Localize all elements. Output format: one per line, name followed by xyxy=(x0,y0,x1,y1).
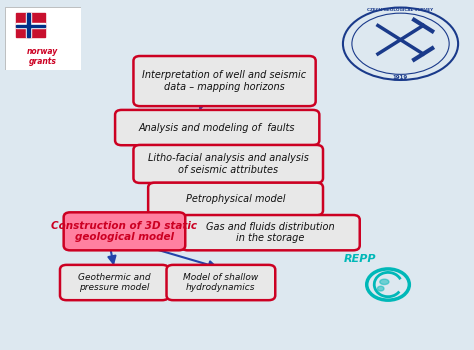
FancyBboxPatch shape xyxy=(134,56,316,106)
Text: Construction of 3D static
geological model: Construction of 3D static geological mod… xyxy=(52,220,198,242)
Text: REPP: REPP xyxy=(344,254,377,264)
Text: Analysis and modeling of  faults: Analysis and modeling of faults xyxy=(139,122,295,133)
Text: Petrophysical model: Petrophysical model xyxy=(186,194,285,204)
Bar xyxy=(16,13,45,37)
Ellipse shape xyxy=(377,286,384,291)
FancyBboxPatch shape xyxy=(166,265,275,300)
FancyBboxPatch shape xyxy=(181,215,360,250)
Text: Litho-facial analysis and analysis
of seismic attributes: Litho-facial analysis and analysis of se… xyxy=(148,153,309,175)
Bar xyxy=(27,13,30,37)
Text: 1919: 1919 xyxy=(393,75,408,80)
Ellipse shape xyxy=(380,279,389,285)
Text: Interpretation of well and seismic
data – mapping horizons: Interpretation of well and seismic data … xyxy=(143,70,307,92)
Bar xyxy=(26,13,31,37)
Text: CZECH GEOLOGICAL SURVEY: CZECH GEOLOGICAL SURVEY xyxy=(367,8,434,12)
Text: norway: norway xyxy=(27,47,58,56)
FancyBboxPatch shape xyxy=(5,7,81,70)
Text: Model of shallow
hydrodynamics: Model of shallow hydrodynamics xyxy=(183,273,258,292)
Bar xyxy=(16,25,45,27)
Bar xyxy=(16,23,45,28)
FancyBboxPatch shape xyxy=(134,145,323,183)
Text: Gas and fluids distribution
in the storage: Gas and fluids distribution in the stora… xyxy=(206,222,335,244)
FancyBboxPatch shape xyxy=(64,212,185,250)
Text: grants: grants xyxy=(29,57,56,66)
FancyBboxPatch shape xyxy=(115,110,319,145)
Text: Geothermic and
pressure model: Geothermic and pressure model xyxy=(78,273,151,292)
FancyBboxPatch shape xyxy=(148,183,323,215)
FancyBboxPatch shape xyxy=(60,265,169,300)
